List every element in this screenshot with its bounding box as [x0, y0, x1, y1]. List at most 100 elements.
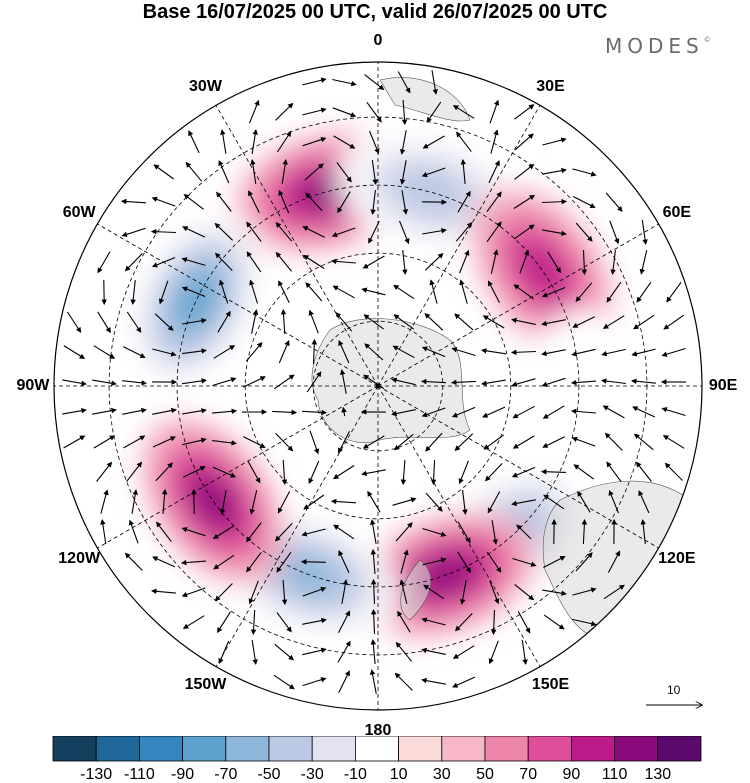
wind-arrow — [218, 640, 230, 665]
wind-arrow — [97, 251, 111, 274]
wind-arrow — [281, 459, 288, 486]
wind-arrow — [401, 99, 408, 126]
wind-arrow — [248, 99, 260, 124]
wind-arrow — [400, 459, 407, 486]
wind-arrow — [663, 314, 685, 330]
wind-arrow — [424, 252, 444, 271]
lon-label: 150E — [531, 675, 570, 693]
wind-arrow — [661, 347, 686, 357]
wind-arrow — [399, 160, 407, 185]
wind-arrow — [126, 311, 142, 333]
wind-arrow — [275, 221, 293, 242]
wind-arrow — [361, 469, 386, 477]
wind-arrow — [96, 461, 113, 482]
wind-arrow — [398, 220, 410, 245]
wind-arrow — [63, 435, 86, 449]
wind-arrow — [332, 78, 357, 87]
colorbar-box — [441, 736, 486, 762]
wind-arrow — [541, 286, 566, 298]
wind-arrow — [154, 313, 174, 331]
copyright-mark: © — [703, 36, 711, 44]
lon-label: 0 — [373, 31, 383, 49]
wind-arrow — [131, 489, 138, 514]
wind-arrow — [217, 611, 231, 634]
colorbar-tick-label: 70 — [519, 766, 537, 783]
wind-arrow — [490, 609, 497, 636]
brand-name: MODES — [605, 34, 704, 58]
wind-arrow — [366, 101, 382, 123]
wind-arrow — [514, 133, 534, 151]
wind-arrow — [487, 491, 501, 514]
wind-arrow — [420, 378, 447, 385]
wind-arrow — [601, 348, 626, 357]
wind-arrow — [337, 640, 351, 663]
latitude-circle — [176, 184, 580, 588]
wind-arrow — [450, 379, 477, 386]
wind-arrow — [397, 71, 411, 94]
wind-arrow — [362, 255, 385, 269]
anomaly-contour — [517, 241, 568, 301]
wind-arrow — [304, 163, 324, 181]
wind-arrow — [664, 462, 683, 481]
lon-label: 90W — [16, 377, 50, 394]
wind-arrow — [640, 519, 646, 544]
wind-arrow — [182, 466, 206, 478]
wind-arrow — [489, 580, 500, 605]
meridian-line — [377, 105, 541, 387]
colorbar-box — [571, 736, 616, 762]
wind-arrow — [248, 580, 259, 605]
wind-arrow — [276, 131, 292, 153]
wind-arrow — [631, 348, 656, 357]
wind-arrow — [605, 192, 623, 212]
wind-arrow — [126, 461, 143, 482]
wind-arrow — [512, 435, 535, 449]
wind-arrow — [220, 129, 227, 154]
wind-arrow — [277, 491, 291, 514]
wind-arrow — [273, 674, 295, 690]
colorbar-tick-labels: -130 -110 -90 -70 -50 -30 -10 10 30 50 70 90 110 130 — [80, 766, 671, 783]
wind-arrow — [280, 308, 287, 335]
wind-arrow — [152, 348, 177, 357]
wind-arrow — [302, 647, 327, 656]
wind-arrow — [331, 227, 356, 238]
wind-arrow — [399, 130, 407, 155]
wind-arrow — [521, 640, 528, 665]
wind-arrow — [367, 490, 381, 513]
wind-arrow — [339, 369, 347, 394]
wind-arrow — [370, 548, 377, 575]
wind-arrow — [487, 280, 500, 303]
latitude-circle — [244, 252, 512, 520]
wind-arrow — [639, 250, 648, 275]
wind-arrow — [188, 130, 200, 154]
wind-arrow — [425, 432, 443, 452]
wind-arrow — [243, 436, 266, 448]
wind-arrow — [306, 371, 322, 393]
wind-arrow — [491, 520, 498, 545]
wind-arrow — [246, 251, 262, 273]
wind-arrow — [370, 578, 377, 605]
map-border — [53, 61, 703, 711]
wind-arrow — [161, 488, 168, 515]
wind-arrow — [123, 346, 146, 358]
wind-arrow — [421, 346, 446, 358]
wind-arrow — [631, 378, 656, 384]
wind-arrow — [182, 615, 205, 629]
wind-arrow — [542, 167, 567, 175]
wind-arrow — [338, 610, 351, 633]
wind-arrow — [513, 194, 536, 209]
wind-arrow — [124, 253, 143, 272]
wind-arrow — [632, 406, 656, 418]
wind-arrow — [421, 617, 446, 626]
wind-arrow — [455, 221, 473, 242]
wind-arrow — [276, 551, 292, 573]
wind-arrow — [575, 222, 593, 242]
wind-arrow — [250, 159, 257, 184]
wind-arrow — [308, 460, 320, 485]
wind-arrow — [246, 552, 262, 573]
wind-arrow — [571, 348, 596, 357]
reference-vector-arrow — [646, 680, 710, 720]
wind-arrow — [610, 250, 616, 275]
latitude-circle — [108, 116, 648, 656]
wind-arrow — [309, 430, 320, 455]
wind-arrow — [603, 584, 625, 600]
